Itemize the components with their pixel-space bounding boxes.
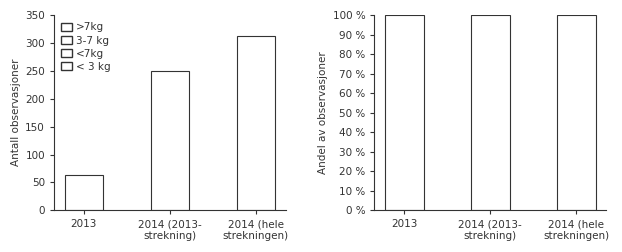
Bar — [65, 175, 103, 210]
Bar — [151, 71, 189, 210]
Y-axis label: Andel av observasjoner: Andel av observasjoner — [318, 51, 328, 174]
Bar — [471, 15, 509, 210]
Bar — [557, 15, 595, 210]
Legend: >7kg, 3-7 kg, <7kg, < 3 kg: >7kg, 3-7 kg, <7kg, < 3 kg — [59, 20, 113, 74]
Bar — [236, 36, 276, 210]
Bar — [385, 15, 424, 210]
Y-axis label: Antall observasjoner: Antall observasjoner — [11, 59, 21, 166]
